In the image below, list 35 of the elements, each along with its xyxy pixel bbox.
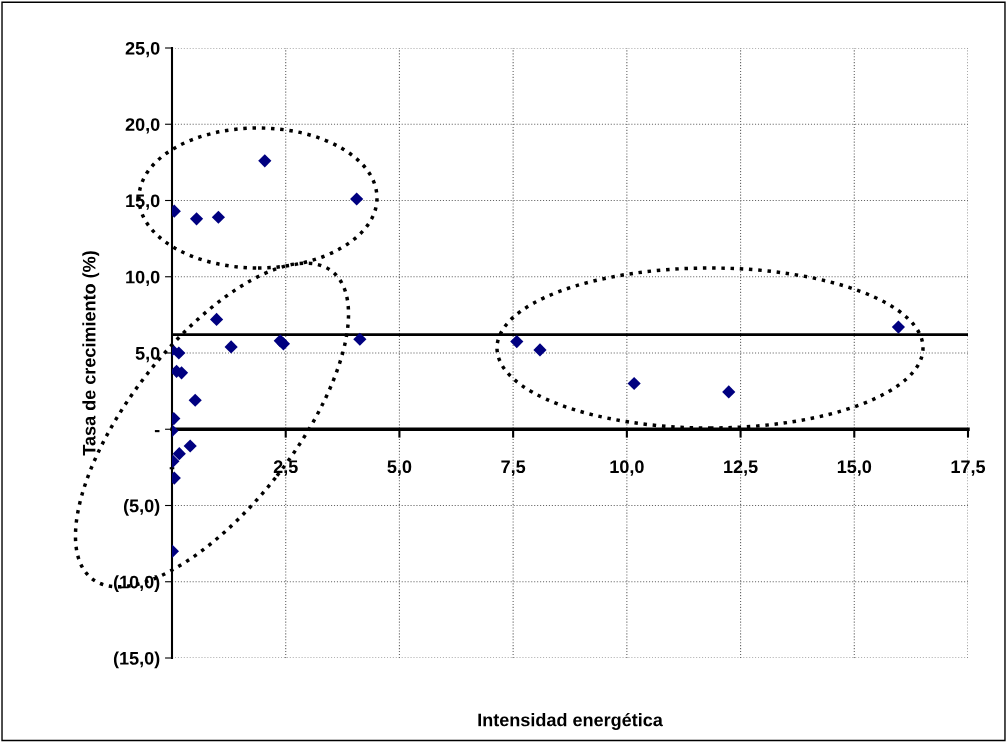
point — [172, 346, 186, 360]
y-tick-label: 15,0 — [126, 194, 160, 210]
point — [172, 447, 186, 461]
x-tick-label: 10,0 — [610, 460, 644, 476]
point — [188, 393, 202, 407]
point — [891, 320, 905, 334]
point — [224, 340, 238, 354]
point — [353, 332, 367, 346]
y-tick-label: (15,0) — [113, 651, 160, 669]
y-tick-label: 25,0 — [125, 41, 160, 58]
y-tick-label: 20,0 — [125, 118, 160, 134]
y-tick-label: - — [154, 430, 160, 433]
point — [209, 312, 224, 327]
point — [627, 376, 641, 391]
point — [276, 337, 291, 351]
y-tick-label: (10,0) — [113, 575, 160, 593]
y-tick-label: 5,0 — [135, 346, 160, 363]
y-tick-label: (5,0) — [123, 498, 160, 516]
point — [258, 154, 272, 168]
x-tick-label: 2,5 — [273, 460, 298, 476]
point — [211, 210, 225, 224]
x-axis-title: Intensidad energética — [478, 712, 663, 730]
y-axis-title: Tasa de crecimiento (%) — [82, 251, 100, 456]
x-tick-label: 15,0 — [837, 460, 872, 476]
point — [533, 343, 547, 357]
y-tick-label: 10,0 — [126, 270, 160, 287]
x-tick-label: 5,0 — [387, 460, 412, 476]
point — [510, 334, 524, 349]
point — [189, 212, 204, 226]
x-tick-label: 7,5 — [501, 460, 526, 476]
point — [183, 439, 197, 453]
x-tick-label: 17,5 — [951, 460, 986, 476]
point — [350, 192, 364, 206]
x-tick-label: 12,5 — [724, 460, 758, 476]
point — [722, 385, 736, 399]
